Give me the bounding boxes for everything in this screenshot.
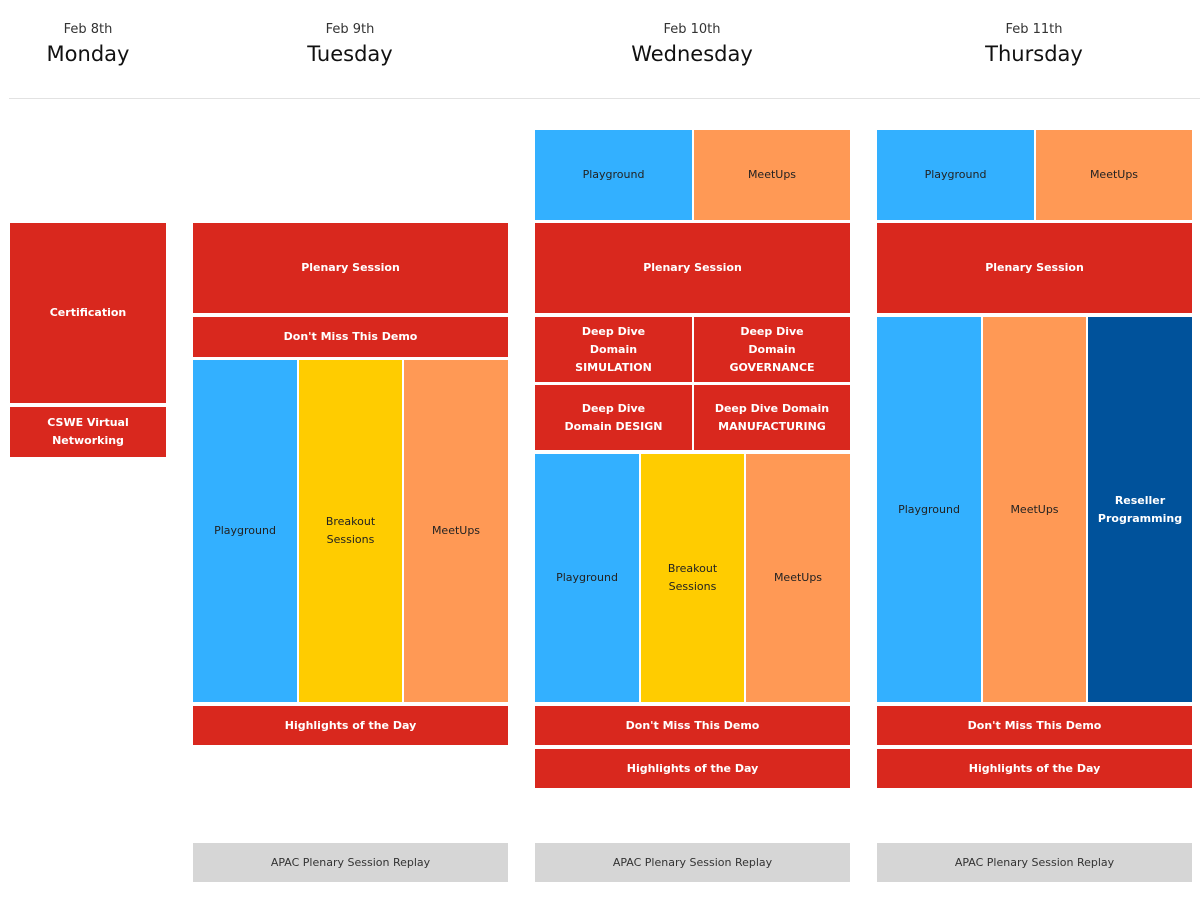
day-name: Thursday [985,42,1083,66]
session-highlights[interactable]: Highlights of the Day [193,706,508,745]
session-apac-replay[interactable]: APAC Plenary Session Replay [193,843,508,882]
session-dd-manufacturing[interactable]: Deep Dive Domain MANUFACTURING [694,385,850,450]
session-playground-top[interactable]: Playground [877,130,1034,220]
session-playground[interactable]: Playground [193,360,297,702]
session-highlights[interactable]: Highlights of the Day [877,749,1192,788]
session-apac-replay[interactable]: APAC Plenary Session Replay [877,843,1192,882]
session-dd-governance[interactable]: Deep Dive Domain GOVERNANCE [694,317,850,382]
day-name: Wednesday [631,42,753,66]
session-cswe-virtual-networking[interactable]: CSWE Virtual Networking [10,407,166,457]
session-breakout[interactable]: Breakout Sessions [299,360,402,702]
session-plenary[interactable]: Plenary Session [877,223,1192,313]
session-highlights[interactable]: Highlights of the Day [535,749,850,788]
session-reseller-programming[interactable]: Reseller Programming [1088,317,1192,702]
session-certification[interactable]: Certification [10,223,166,403]
session-dd-design[interactable]: Deep Dive Domain DESIGN [535,385,692,450]
session-plenary[interactable]: Plenary Session [193,223,508,313]
session-playground[interactable]: Playground [877,317,981,702]
session-meetups-top[interactable]: MeetUps [694,130,850,220]
session-demo[interactable]: Don't Miss This Demo [193,317,508,357]
day-date: Feb 9th [325,22,375,37]
day-name: Monday [46,42,130,66]
session-breakout[interactable]: Breakout Sessions [641,454,744,702]
day-name: Tuesday [307,42,393,66]
day-date: Feb 11th [1005,22,1063,37]
session-apac-replay[interactable]: APAC Plenary Session Replay [535,843,850,882]
session-dd-simulation[interactable]: Deep Dive Domain SIMULATION [535,317,692,382]
session-demo[interactable]: Don't Miss This Demo [535,706,850,745]
header-divider [9,98,1200,99]
session-demo[interactable]: Don't Miss This Demo [877,706,1192,745]
day-date: Feb 8th [63,22,113,37]
session-meetups[interactable]: MeetUps [746,454,850,702]
session-playground-top[interactable]: Playground [535,130,692,220]
session-meetups-top[interactable]: MeetUps [1036,130,1192,220]
session-plenary[interactable]: Plenary Session [535,223,850,313]
session-meetups[interactable]: MeetUps [983,317,1086,702]
session-playground[interactable]: Playground [535,454,639,702]
session-meetups[interactable]: MeetUps [404,360,508,702]
day-date: Feb 10th [663,22,721,37]
